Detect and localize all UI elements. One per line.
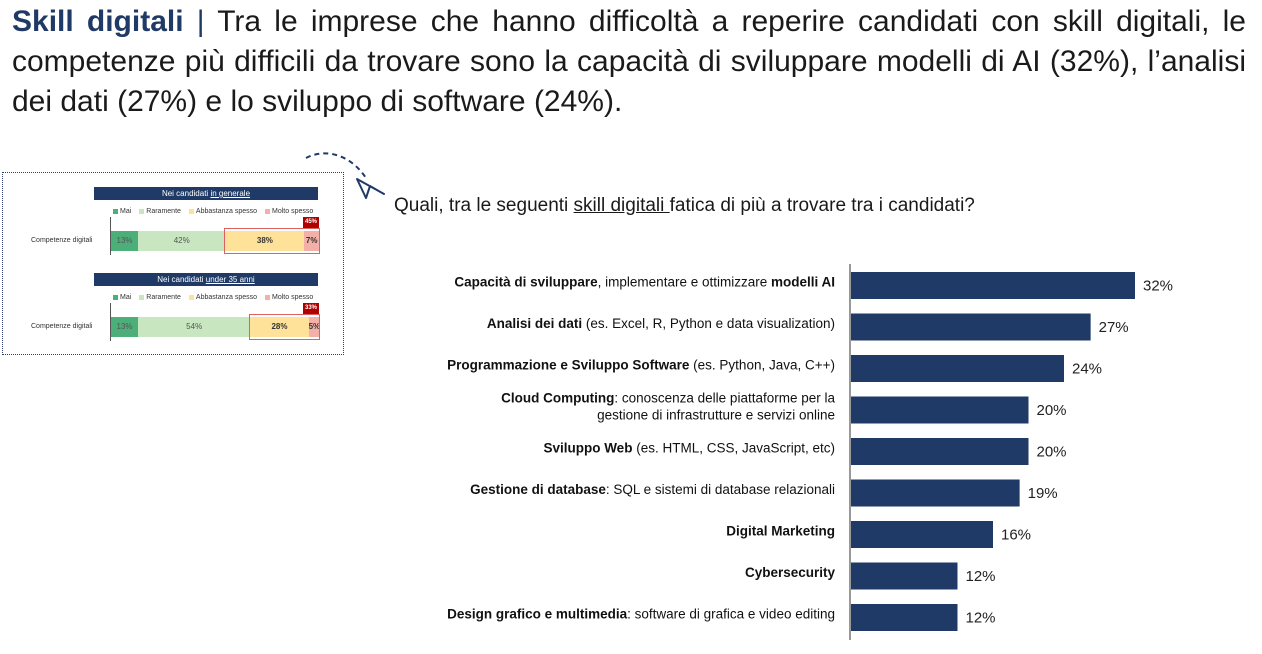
bar-2 bbox=[851, 355, 1064, 382]
mini-segment-0: 13% bbox=[111, 317, 139, 337]
value-label-6: 16% bbox=[1001, 527, 1031, 544]
headline: Skill digitali | Tra le imprese che hann… bbox=[12, 2, 1246, 122]
value-label-0: 32% bbox=[1143, 278, 1173, 295]
category-label-5: Gestione di database: SQL e sistemi di d… bbox=[470, 482, 835, 497]
headline-text: Tra le imprese che hanno difficoltà a re… bbox=[12, 5, 1246, 118]
category-label-7: Cybersecurity bbox=[745, 565, 836, 580]
legend-swatch bbox=[139, 208, 145, 214]
category-label-6: Digital Marketing bbox=[726, 524, 835, 539]
legend-entry-2: Abbastanza spesso bbox=[188, 294, 257, 301]
legend-swatch bbox=[139, 294, 145, 300]
legend-swatch bbox=[265, 294, 271, 300]
legend-swatch bbox=[265, 208, 271, 214]
mini-row-label: Competenze digitali bbox=[31, 237, 93, 244]
bar-6 bbox=[851, 521, 993, 548]
bar-7 bbox=[851, 562, 958, 590]
category-label-1: Analisi dei dati (es. Excel, R, Python e… bbox=[487, 316, 835, 331]
legend-swatch bbox=[188, 208, 194, 214]
bar-5 bbox=[851, 479, 1020, 507]
value-label-8: 12% bbox=[966, 610, 996, 627]
question-underlined: skill digitali bbox=[573, 195, 670, 216]
value-label-2: 24% bbox=[1072, 361, 1102, 378]
mini-stacked-bar: 13% 42% 38% 7% bbox=[111, 231, 319, 251]
legend-swatch bbox=[113, 208, 118, 214]
mini-total-tag: 33% bbox=[303, 303, 319, 314]
question-start: Quali, tra le seguenti bbox=[394, 195, 574, 216]
mini-legend: Mai Raramente Abbastanza spesso Molto spess… bbox=[113, 208, 321, 215]
mini-row-label: Competenze digitali bbox=[31, 323, 93, 330]
value-label-1: 27% bbox=[1099, 319, 1129, 336]
mini-legend: Mai Raramente Abbastanza spesso Molto spess… bbox=[113, 294, 321, 301]
value-label-4: 20% bbox=[1037, 444, 1067, 461]
legend-entry-3: Molto spesso bbox=[265, 294, 313, 301]
mini-header: Nei candidati under 35 anni bbox=[94, 273, 318, 286]
legend-entry-0: Mai bbox=[113, 294, 131, 301]
legend-entry-3: Molto spesso bbox=[265, 208, 313, 215]
mini-header: Nei candidati in generale bbox=[94, 187, 318, 200]
bar-4 bbox=[851, 438, 1029, 465]
mini-segment-1: 42% bbox=[138, 231, 226, 251]
value-label-3: 20% bbox=[1037, 402, 1067, 419]
category-label-3-line2: gestione di infrastrutture e servizi onl… bbox=[597, 408, 835, 423]
mini-axis bbox=[110, 217, 111, 255]
skills-bar-chart: 32% Capacità di sviluppare, implementare … bbox=[447, 264, 1173, 640]
legend-swatch bbox=[188, 294, 194, 300]
mini-segment-3: 5% bbox=[308, 317, 320, 337]
legend-swatch bbox=[113, 294, 118, 300]
legend-entry-2: Abbastanza spesso bbox=[188, 208, 257, 215]
legend-entry-0: Mai bbox=[113, 208, 131, 215]
mini-segment-1: 54% bbox=[138, 317, 251, 337]
mini-header-underlined: in generale bbox=[210, 189, 251, 198]
survey-question: Quali, tra le seguenti skill digitali fa… bbox=[394, 195, 975, 217]
mini-segment-3: 7% bbox=[304, 231, 319, 251]
mini-segment-2: 38% bbox=[225, 231, 305, 251]
question-end: fatica di più a trovare tra i candidati? bbox=[669, 195, 975, 216]
mini-highlight-box bbox=[224, 228, 320, 254]
mini-axis bbox=[110, 303, 111, 341]
bar-8 bbox=[851, 604, 958, 631]
mini-chart-panel: Nei candidati in generale Mai Raramente Abb… bbox=[2, 172, 344, 355]
value-label-7: 12% bbox=[966, 568, 996, 585]
mini-segment-2: 28% bbox=[250, 317, 309, 337]
category-label-2: Programmazione e Sviluppo Software (es. … bbox=[447, 358, 835, 373]
category-label-4: Sviluppo Web (es. HTML, CSS, JavaScript,… bbox=[543, 441, 835, 456]
mini-header-underlined: under 35 anni bbox=[205, 275, 255, 284]
mini-header-text: Nei candidati bbox=[161, 189, 211, 198]
headline-separator: | bbox=[196, 5, 205, 38]
mini-header-text: Nei candidati bbox=[157, 275, 206, 284]
bar-1 bbox=[851, 313, 1091, 341]
bar-0 bbox=[851, 272, 1135, 299]
value-label-5: 19% bbox=[1028, 485, 1058, 502]
mini-total-tag: 45% bbox=[303, 217, 319, 228]
dashed-arrow-icon bbox=[305, 152, 385, 199]
category-label-0: Capacità di sviluppare, implementare e o… bbox=[454, 275, 835, 290]
mini-highlight-box bbox=[249, 314, 320, 340]
bar-3 bbox=[851, 396, 1029, 424]
headline-title: Skill digitali bbox=[12, 5, 184, 38]
mini-segment-0: 13% bbox=[111, 231, 139, 251]
category-label-3: Cloud Computing: conoscenza delle piatta… bbox=[501, 391, 835, 406]
legend-entry-1: Raramente bbox=[139, 208, 181, 215]
category-label-8: Design grafico e multimedia: software di… bbox=[447, 607, 835, 622]
mini-stacked-bar: 13% 54% 28% 5% bbox=[111, 317, 320, 337]
legend-entry-1: Raramente bbox=[139, 294, 181, 301]
